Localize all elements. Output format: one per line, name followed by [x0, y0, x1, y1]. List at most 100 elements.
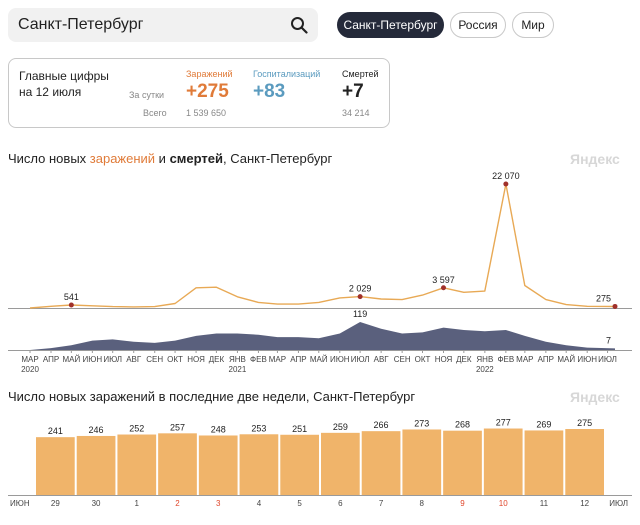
- deaths-label: Смертей: [342, 69, 379, 79]
- annotation-dot-4: [612, 303, 618, 309]
- summary-card: Главные цифры на 12 июля За сутки Всего …: [8, 58, 390, 128]
- infections-total: 1 539 650: [186, 108, 227, 118]
- bar-7: [321, 432, 360, 495]
- bar-category-1: 30: [92, 499, 101, 508]
- chart2-svg: 241 29 246 30 252 1 257 2 248 3 253 4 251 5 259 6 266 7 27…: [8, 418, 632, 508]
- annotation-dot-2: [440, 285, 446, 291]
- year-label-2: 2022: [476, 365, 494, 374]
- annotation-label-5: 119: [353, 309, 367, 319]
- annotation-label-4: 275: [596, 293, 611, 303]
- x-tick-label-28: ИЮЛ: [598, 355, 617, 364]
- chart1-title-infections: заражений: [89, 151, 156, 166]
- x-tick-label-7: ОКТ: [167, 355, 183, 364]
- bar-value-8: 266: [374, 420, 389, 430]
- tab-world[interactable]: Мир: [512, 12, 554, 38]
- bar-9: [402, 429, 442, 495]
- row-label-day: За сутки: [129, 90, 165, 100]
- bar-category-7: 6: [338, 499, 343, 508]
- bar-value-9: 273: [414, 418, 429, 428]
- x-start-label: ИЮН: [10, 499, 30, 508]
- x-tick-label-22: ЯНВ: [476, 355, 493, 364]
- bar-value-7: 259: [333, 422, 348, 432]
- x-tick-label-4: ИЮЛ: [103, 355, 122, 364]
- x-tick-label-12: МАР: [269, 355, 286, 364]
- x-tick-label-14: МАЙ: [310, 355, 328, 364]
- x-tick-label-18: СЕН: [394, 355, 411, 364]
- bar-value-1: 246: [89, 425, 104, 435]
- bar-2: [117, 434, 157, 495]
- bar-value-2: 252: [129, 424, 144, 434]
- infections-label: Заражений: [186, 69, 233, 79]
- bar-category-8: 7: [379, 499, 384, 508]
- bar-value-11: 277: [496, 418, 511, 428]
- bar-category-10: 9: [460, 499, 465, 508]
- x-tick-label-10: ЯНВ: [229, 355, 246, 364]
- summary-date: на 12 июля: [19, 85, 82, 99]
- search-input[interactable]: [18, 14, 278, 36]
- bar-0: [36, 437, 75, 495]
- bar-category-11: 10: [499, 499, 508, 508]
- x-tick-label-2: МАЙ: [62, 355, 80, 364]
- yandex-logo: Яндекс: [570, 151, 620, 167]
- x-tick-label-5: АВГ: [126, 355, 142, 364]
- bar-category-13: 12: [580, 499, 589, 508]
- annotation-label-3: 22 070: [492, 171, 520, 181]
- search-bar[interactable]: [8, 8, 318, 42]
- x-tick-label-20: НОЯ: [435, 355, 453, 364]
- chart1-title-mid: и: [155, 151, 170, 166]
- chart1-title-pre: Число новых: [8, 151, 90, 166]
- chart1-title-deaths: смертей: [169, 151, 223, 166]
- x-tick-label-25: АПР: [538, 355, 554, 364]
- bar-category-3: 2: [175, 499, 180, 508]
- hospital-label: Госпитализаций: [253, 69, 321, 79]
- annotation-dot-0: [68, 302, 74, 308]
- x-tick-label-23: ФЕВ: [497, 355, 514, 364]
- bar-value-13: 275: [577, 418, 592, 428]
- bar-value-12: 269: [536, 419, 551, 429]
- bar-3: [158, 433, 197, 495]
- year-label-1: 2021: [229, 365, 247, 374]
- annotation-dot-3: [503, 181, 509, 187]
- year-label-0: 2020: [21, 365, 39, 374]
- x-tick-label-1: АПР: [43, 355, 59, 364]
- bar-category-2: 1: [135, 499, 140, 508]
- annotation-label-1: 2 029: [349, 284, 372, 294]
- bar-category-4: 3: [216, 499, 221, 508]
- x-tick-label-3: ИЮН: [83, 355, 103, 364]
- x-tick-label-0: МАР: [21, 355, 38, 364]
- bar-4: [198, 435, 238, 495]
- bar-value-4: 248: [211, 424, 226, 434]
- chart1-title-post: , Санкт-Петербург: [223, 151, 333, 166]
- chart1-title: Число новых заражений и смертей, Санкт-П…: [8, 151, 332, 166]
- x-tick-label-27: ИЮН: [577, 355, 597, 364]
- bar-10: [443, 430, 482, 495]
- annotation-label-2: 3 597: [432, 275, 455, 285]
- bar-value-5: 253: [251, 423, 266, 433]
- bar-11: [483, 428, 523, 495]
- chart2-title: Число новых заражений в последние две не…: [8, 389, 416, 404]
- annotation-label-6: 7: [606, 335, 611, 345]
- annotation-label-0: 541: [64, 292, 79, 302]
- bar-category-9: 8: [420, 499, 425, 508]
- deaths-day: +7: [342, 81, 364, 102]
- x-tick-label-21: ДЕК: [456, 355, 472, 364]
- x-end-label: ИЮЛ: [609, 499, 628, 508]
- bar-6: [280, 434, 319, 495]
- x-tick-label-26: МАЙ: [557, 355, 575, 364]
- bar-category-0: 29: [51, 499, 60, 508]
- bar-category-6: 5: [297, 499, 302, 508]
- x-tick-label-9: ДЕК: [209, 355, 225, 364]
- deaths-total: 34 214: [342, 108, 370, 118]
- bar-category-12: 11: [540, 499, 549, 508]
- tab-spb[interactable]: Санкт-Петербург: [337, 12, 444, 38]
- search-icon[interactable]: [290, 16, 308, 34]
- bar-1: [76, 435, 116, 495]
- bar-category-5: 4: [257, 499, 262, 508]
- row-label-total: Всего: [143, 108, 167, 118]
- annotation-dot-1: [357, 294, 363, 300]
- infections-day: +275: [186, 81, 229, 102]
- tab-russia[interactable]: Россия: [450, 12, 506, 38]
- x-tick-label-15: ИЮН: [330, 355, 350, 364]
- x-tick-label-6: СЕН: [146, 355, 163, 364]
- bar-12: [524, 430, 564, 495]
